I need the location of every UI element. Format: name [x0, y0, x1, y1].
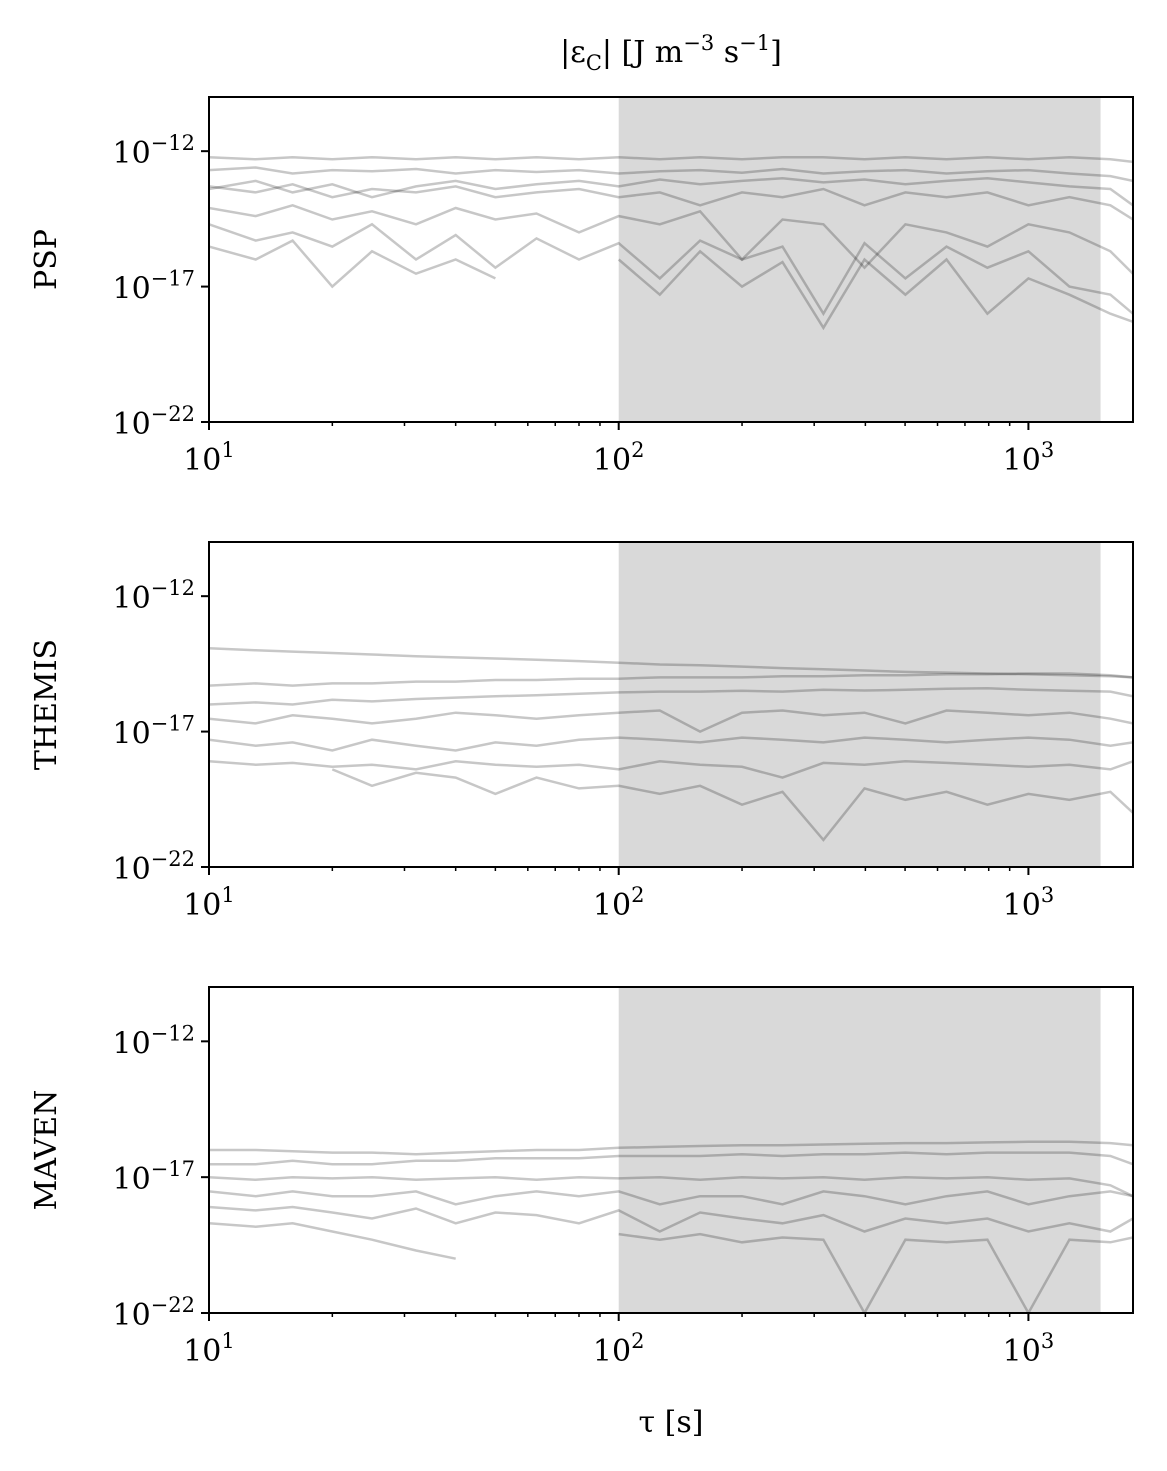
tick-exponent: −17 — [151, 712, 195, 736]
tick-base: 10 — [183, 888, 221, 923]
tick-base: 10 — [1003, 443, 1041, 478]
tick-exponent: −22 — [151, 847, 195, 871]
title-part: −1 — [739, 31, 770, 55]
tick-label: 102 — [593, 1329, 645, 1369]
data-line — [209, 686, 1133, 706]
data-line — [209, 736, 1133, 752]
data-line — [209, 183, 1133, 221]
tick-exponent: 1 — [221, 1329, 234, 1353]
data-line — [209, 709, 1133, 733]
title-part: C — [586, 51, 602, 75]
tick-label: 10−12 — [112, 576, 195, 616]
tick-label: 101 — [183, 438, 235, 478]
title-part: | [J m — [602, 35, 683, 70]
tick-base: 10 — [112, 272, 150, 307]
tick-base: 10 — [112, 581, 150, 616]
tick-label: 10−22 — [112, 847, 195, 887]
tick-exponent: 1 — [221, 438, 234, 462]
tick-base: 10 — [1003, 1334, 1041, 1369]
data-line — [331, 768, 1133, 842]
title-part: |ε — [560, 35, 586, 70]
data-line — [209, 1222, 1133, 1313]
shaded-span — [618, 97, 1101, 422]
title-part: s — [714, 35, 739, 70]
tick-label: 103 — [1003, 438, 1055, 478]
tick-exponent: −12 — [151, 131, 195, 155]
tick-base: 10 — [112, 407, 150, 442]
tick-base: 10 — [593, 1334, 631, 1369]
tick-exponent: −12 — [151, 1021, 195, 1045]
title-part: −3 — [683, 31, 714, 55]
plot-frame — [208, 96, 1134, 423]
tick-exponent: −22 — [151, 1293, 195, 1317]
y-axis-label: THEMIS — [29, 639, 64, 770]
data-line — [209, 1140, 1133, 1156]
tick-label: 101 — [183, 1329, 235, 1369]
tick-label: 10−17 — [112, 712, 195, 752]
figure-title: |εC| [J m−3 s−1] — [560, 31, 782, 75]
tick-base: 10 — [593, 888, 631, 923]
data-line — [209, 1205, 1133, 1233]
y-axis-label: MAVEN — [29, 1090, 64, 1211]
shaded-span — [618, 542, 1101, 867]
tick-exponent: 3 — [1041, 1329, 1054, 1353]
tick-exponent: 2 — [631, 1329, 644, 1353]
data-line — [209, 646, 1133, 679]
data-line — [209, 203, 1133, 275]
tick-exponent: 1 — [221, 883, 234, 907]
tick-exponent: −22 — [151, 402, 195, 426]
y-axis-label: PSP — [29, 229, 64, 290]
tick-base: 10 — [112, 1026, 150, 1061]
data-line — [209, 177, 1133, 207]
data-line — [209, 1151, 1133, 1166]
tick-base: 10 — [593, 443, 631, 478]
tick-base: 10 — [112, 136, 150, 171]
tick-label: 10−12 — [112, 131, 195, 171]
tick-exponent: 2 — [631, 883, 644, 907]
tick-label: 10−17 — [112, 1157, 195, 1197]
tick-exponent: −17 — [151, 1157, 195, 1181]
tick-base: 10 — [112, 1162, 150, 1197]
data-line — [209, 1175, 1133, 1198]
tick-label: 102 — [593, 438, 645, 478]
tick-label: 102 — [593, 883, 645, 923]
tick-label: 103 — [1003, 883, 1055, 923]
data-line — [209, 760, 1133, 779]
tick-base: 10 — [112, 717, 150, 752]
tick-base: 10 — [112, 1298, 150, 1333]
shaded-span — [618, 987, 1101, 1313]
tick-base: 10 — [1003, 888, 1041, 923]
x-axis-label: τ [s] — [639, 1405, 704, 1440]
tick-exponent: −17 — [151, 267, 195, 291]
data-line — [209, 155, 1133, 164]
tick-exponent: 2 — [631, 438, 644, 462]
tick-label: 10−22 — [112, 402, 195, 442]
tick-label: 10−17 — [112, 267, 195, 307]
tick-label: 10−12 — [112, 1021, 195, 1061]
plot-frame — [208, 541, 1134, 868]
data-line — [209, 166, 1133, 183]
tick-exponent: −12 — [151, 576, 195, 600]
tick-base: 10 — [183, 1334, 221, 1369]
data-line — [209, 239, 1133, 331]
tick-exponent: 3 — [1041, 883, 1054, 907]
tick-label: 101 — [183, 883, 235, 923]
data-line — [209, 222, 1133, 317]
tick-base: 10 — [183, 443, 221, 478]
tick-exponent: 3 — [1041, 438, 1054, 462]
data-line — [209, 1190, 1133, 1206]
tick-label: 10−22 — [112, 1293, 195, 1333]
tick-base: 10 — [112, 852, 150, 887]
title-part: ] — [770, 35, 782, 70]
tick-label: 103 — [1003, 1329, 1055, 1369]
data-line — [209, 672, 1133, 687]
plot-frame — [208, 986, 1134, 1314]
